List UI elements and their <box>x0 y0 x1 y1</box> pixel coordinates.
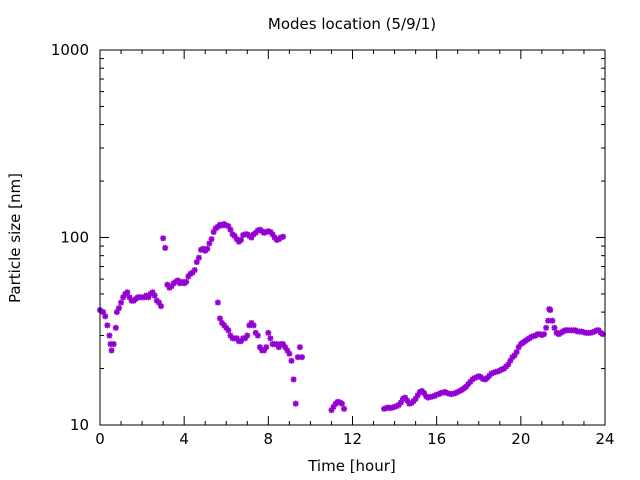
x-tick-label: 16 <box>427 430 446 448</box>
data-point <box>513 349 520 356</box>
data-point <box>265 329 272 336</box>
data-point <box>292 400 299 407</box>
data-point <box>208 236 215 243</box>
x-tick-label: 12 <box>343 430 362 448</box>
data-point <box>296 344 303 351</box>
data-point <box>338 400 345 407</box>
y-tick-label: 10 <box>70 416 89 434</box>
data-points <box>97 221 606 414</box>
data-point <box>162 244 169 251</box>
data-point <box>183 278 190 285</box>
data-point <box>204 245 211 252</box>
data-point <box>341 405 348 412</box>
data-point <box>237 236 244 243</box>
data-point <box>511 352 518 359</box>
data-point <box>112 324 119 331</box>
data-point <box>225 327 232 334</box>
data-point <box>102 313 109 320</box>
chart-title: Modes location (5/9/1) <box>268 15 436 33</box>
y-tick-label: 100 <box>60 229 89 247</box>
data-point <box>299 354 305 361</box>
x-tick-label: 4 <box>179 430 189 448</box>
data-point <box>280 233 287 240</box>
data-point <box>288 357 295 364</box>
data-point <box>267 335 274 342</box>
data-point <box>195 254 202 261</box>
data-point <box>104 322 111 329</box>
data-point <box>124 289 131 296</box>
data-point <box>115 305 122 312</box>
x-axis-label: Time [hour] <box>307 457 396 475</box>
x-tick-label: 0 <box>95 430 105 448</box>
data-point <box>286 350 293 357</box>
data-point <box>151 292 158 299</box>
data-point <box>160 235 167 242</box>
data-point <box>216 315 223 322</box>
data-point <box>547 307 554 314</box>
data-point <box>244 332 251 339</box>
data-point <box>250 322 257 329</box>
data-point <box>227 226 234 233</box>
data-point <box>551 324 558 331</box>
data-point <box>106 332 113 339</box>
data-point <box>549 317 556 324</box>
data-point <box>263 344 270 351</box>
data-point <box>118 299 125 306</box>
x-tick-label: 24 <box>595 430 614 448</box>
x-tick-label: 8 <box>264 430 274 448</box>
data-point <box>191 267 198 274</box>
data-point <box>254 332 261 339</box>
data-point <box>110 341 117 348</box>
data-point <box>214 299 221 306</box>
data-point <box>543 324 550 331</box>
data-point <box>540 331 547 338</box>
x-tick-label: 20 <box>511 430 530 448</box>
y-axis-label: Particle size [nm] <box>6 173 24 303</box>
plot-frame <box>99 49 606 426</box>
data-point <box>108 347 115 354</box>
data-point <box>290 376 297 383</box>
y-tick-label: 1000 <box>51 41 89 59</box>
data-point <box>158 303 165 310</box>
data-point <box>599 331 606 338</box>
